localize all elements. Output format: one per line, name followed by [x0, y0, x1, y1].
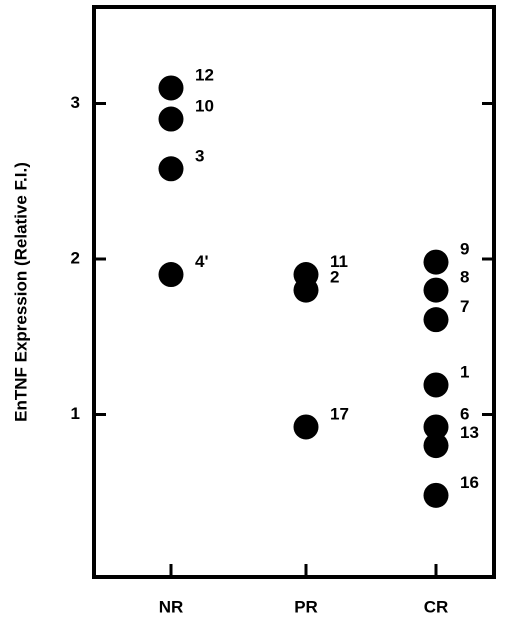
data-point-label: 11 — [330, 252, 348, 271]
y-axis-ticks: 1 2 3 — [71, 93, 494, 423]
y-tick-label: 1 — [71, 404, 80, 423]
data-point — [293, 414, 319, 440]
data-point-label: 3 — [195, 146, 204, 165]
data-point-label: 12 — [195, 65, 214, 84]
data-point — [423, 433, 449, 459]
y-axis-label: EnTNF Expression (Relative F.I.) — [11, 162, 30, 422]
data-point — [423, 249, 449, 275]
data-point-label: 2 — [330, 268, 339, 287]
data-point-label: 8 — [460, 268, 469, 287]
data-point-label: 13 — [460, 423, 479, 442]
x-tick-label: NR — [159, 597, 184, 616]
x-axis-ticks: NR PR CR — [159, 564, 449, 616]
x-tick-label: CR — [424, 597, 449, 616]
data-point — [423, 372, 449, 398]
data-point-label: 10 — [195, 97, 214, 116]
data-point-label: 17 — [330, 404, 349, 423]
data-point-label: 7 — [460, 297, 469, 316]
data-point — [423, 277, 449, 303]
data-point-label: 9 — [460, 240, 469, 259]
y-tick-label: 2 — [71, 248, 80, 267]
data-point-label: 16 — [460, 473, 479, 492]
data-point — [158, 106, 184, 132]
y-tick-label: 3 — [71, 93, 80, 112]
data-point-label: 6 — [460, 404, 469, 423]
plot-frame — [92, 5, 496, 579]
data-point — [293, 277, 319, 303]
x-tick-label: PR — [294, 597, 318, 616]
data-point — [423, 414, 449, 440]
data-point — [423, 307, 449, 333]
data-point — [158, 262, 184, 288]
data-point — [423, 482, 449, 508]
data-point — [158, 75, 184, 101]
data-point-label: 1 — [460, 362, 469, 381]
data-point — [158, 156, 184, 182]
data-point-label: 4' — [195, 252, 209, 271]
